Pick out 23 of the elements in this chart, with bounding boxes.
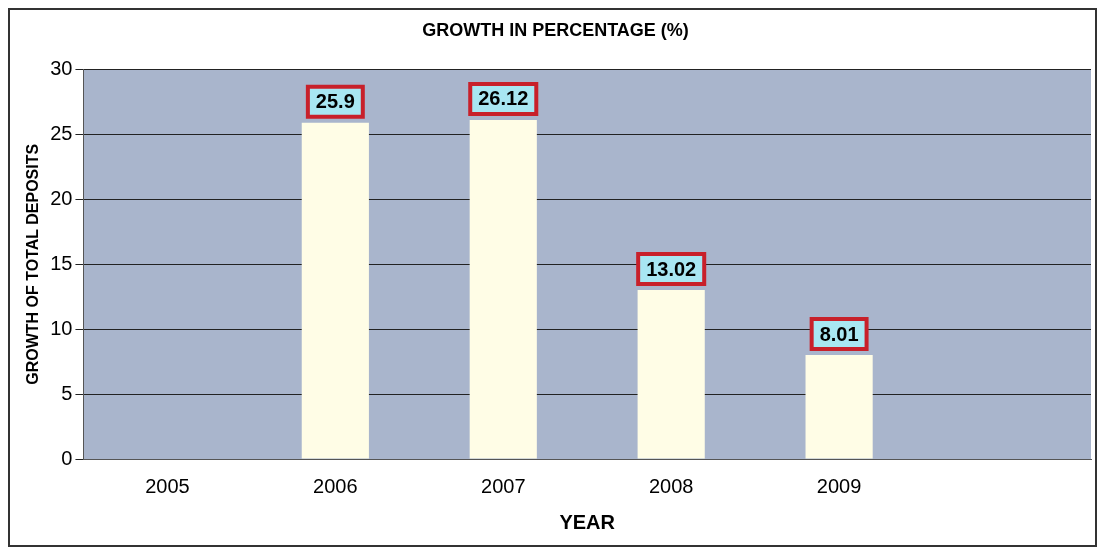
data-label: 13.02 bbox=[646, 257, 697, 280]
x-tick-label: 2006 bbox=[313, 474, 358, 497]
y-tick-label: 25 bbox=[50, 122, 73, 145]
bar bbox=[301, 122, 369, 459]
bar bbox=[637, 290, 705, 459]
y-tick-label: 5 bbox=[61, 381, 73, 404]
x-tick-label: 2007 bbox=[481, 474, 526, 497]
data-label: 26.12 bbox=[478, 87, 529, 110]
bar bbox=[469, 119, 537, 459]
y-tick-label: 0 bbox=[61, 446, 73, 469]
data-label: 8.01 bbox=[819, 322, 859, 345]
bar bbox=[805, 355, 873, 459]
y-tick-label: 15 bbox=[50, 251, 73, 274]
y-tick-label: 30 bbox=[50, 57, 73, 80]
x-tick-label: 2005 bbox=[145, 474, 190, 497]
y-axis-title: GROWTH OF TOTAL DEPOSITS bbox=[24, 143, 42, 385]
y-tick-label: 20 bbox=[50, 186, 73, 209]
x-tick-label: 2009 bbox=[816, 474, 862, 497]
data-label: 25.9 bbox=[315, 90, 355, 113]
x-tick-label: 2008 bbox=[648, 474, 694, 497]
x-axis-title: YEAR bbox=[559, 510, 616, 533]
chart-title: GROWTH IN PERCENTAGE (%) bbox=[422, 19, 689, 40]
y-tick-label: 10 bbox=[50, 316, 73, 339]
